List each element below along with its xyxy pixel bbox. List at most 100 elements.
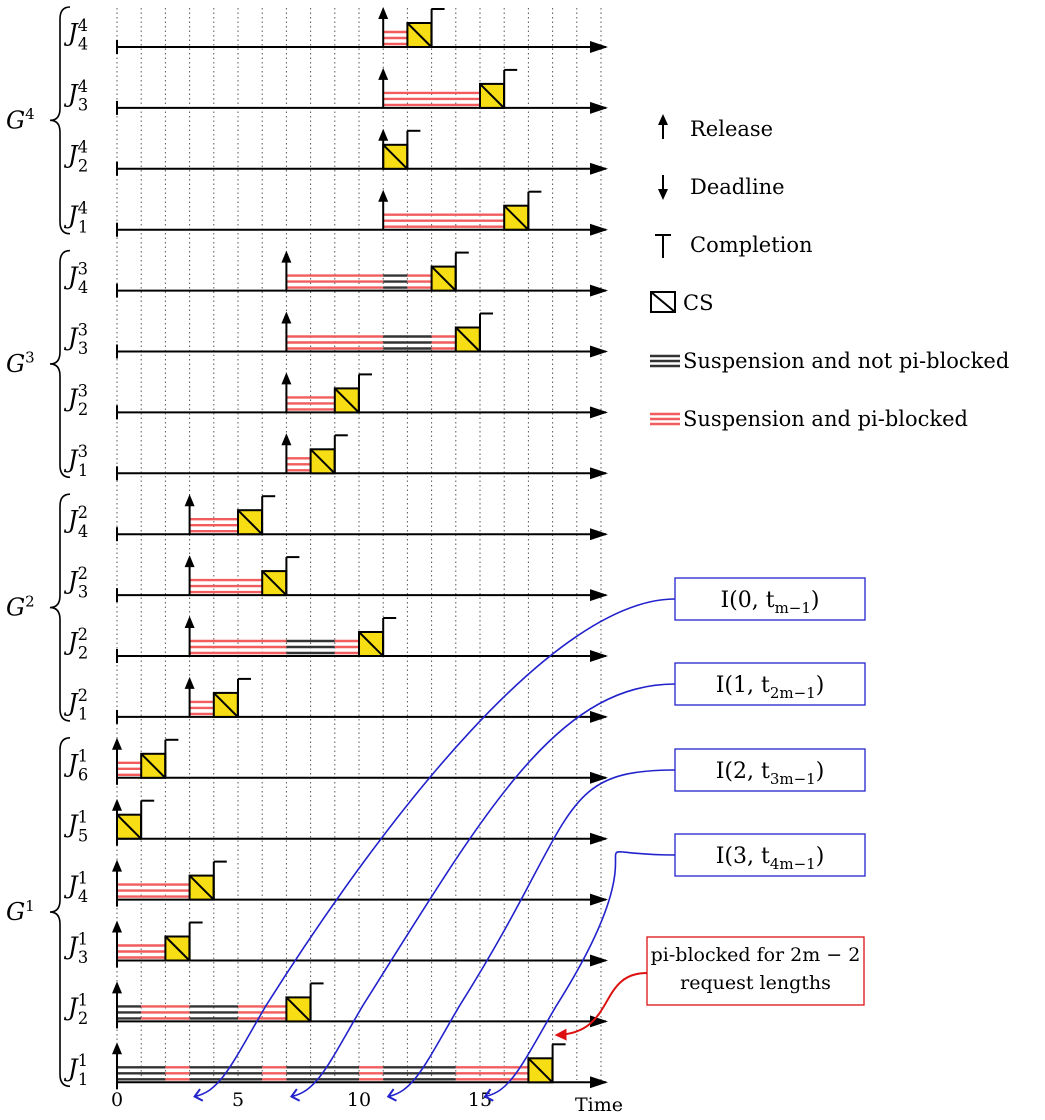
- completion-mark: [454, 251, 469, 291]
- job-label: J2 1: [63, 686, 88, 724]
- legend-label: Release: [690, 117, 773, 141]
- job-label: J1 6: [63, 747, 88, 785]
- pi-blocked-suspension: [189, 700, 214, 716]
- release-arrow: [112, 859, 122, 900]
- group-braces: G4 G3 G2 G1: [6, 6, 71, 1088]
- pi-blocked-suspension: [383, 91, 480, 107]
- legend-item-not-pi-blocked: Suspension and not pi-blocked: [650, 349, 1009, 373]
- pi-blocked-note: pi-blocked for 2m − 2 request lengths: [554, 936, 865, 1041]
- tick-label: 0: [111, 1089, 123, 1111]
- legend-label: Deadline: [690, 175, 785, 199]
- job-label: J2 2: [63, 625, 88, 663]
- pi-blocked-suspension: [189, 639, 287, 655]
- pi-blocked-suspension: [383, 213, 505, 228]
- annotation-label: I(1, t2m−1): [716, 673, 825, 702]
- pi-blocked-suspension: [189, 518, 238, 533]
- annotation-box: [674, 833, 866, 877]
- legend-label: Suspension and not pi-blocked: [683, 349, 1009, 373]
- completion-mark: [358, 373, 372, 413]
- pi-blocked-suspension: [117, 883, 190, 898]
- job-label: J4 1: [63, 199, 88, 237]
- pi-blocked-suspension: [383, 30, 408, 46]
- job-label: J1 4: [63, 869, 88, 907]
- job-label: J1 3: [63, 929, 88, 967]
- not-pi-blocked-suspension: [383, 274, 408, 289]
- cs-box: [503, 204, 530, 231]
- tick-label: 5: [232, 1089, 244, 1111]
- cs-box: [164, 935, 191, 962]
- job-label: J2 4: [63, 503, 88, 541]
- completion-mark: [237, 677, 251, 717]
- completion-mark: [430, 8, 445, 47]
- release-arrow: [112, 920, 122, 961]
- job-row: J2 3: [63, 555, 608, 603]
- release-arrow: [112, 798, 122, 839]
- completion-mark: [382, 617, 397, 656]
- annotation-box: [674, 748, 866, 792]
- legend-item-deadline: Deadline: [658, 175, 785, 200]
- job-label: J4 2: [63, 138, 88, 176]
- group-brace: [49, 493, 71, 722]
- pi-blocked-suspension: [117, 761, 142, 776]
- annotation-box: [674, 662, 866, 706]
- group-brace: [49, 737, 71, 1088]
- job-row: J1 4: [63, 859, 608, 907]
- job-label: J1 2: [63, 990, 88, 1028]
- job-row: J2 1: [63, 676, 608, 724]
- pi-blocked-suspension: [334, 639, 359, 655]
- legend-item-release: Release: [658, 114, 773, 141]
- pi-blocked-suspension: [262, 1066, 287, 1081]
- pi-blocked-suspension: [286, 457, 311, 472]
- job-label: J1 5: [63, 808, 88, 846]
- job-row: J4 3: [63, 67, 608, 115]
- pi-blocked-suspension: [286, 396, 335, 411]
- completion-mark: [551, 1043, 566, 1083]
- completion-mark: [212, 860, 227, 900]
- tick-label: 10: [347, 1089, 371, 1111]
- tick-label: 15: [468, 1089, 492, 1111]
- cs-box: [237, 509, 263, 536]
- completion-mark: [285, 556, 300, 596]
- interference-annotation: I(2, t3m−1): [386, 748, 866, 1102]
- cs-box: [454, 326, 481, 353]
- legend-label: Suspension and pi-blocked: [683, 407, 968, 431]
- note-box: [646, 936, 865, 1006]
- release-arrow: [112, 737, 122, 778]
- release-arrow: [378, 67, 389, 108]
- not-pi-blocked-suspension: [189, 1005, 238, 1020]
- job-label: J4 3: [63, 77, 88, 115]
- annotation-box: [674, 577, 866, 621]
- release-arrow: [378, 128, 389, 169]
- cs-box: [212, 691, 239, 718]
- annotation-label: I(2, t3m−1): [716, 759, 825, 788]
- release-arrow: [184, 676, 195, 717]
- job-row: J3 2: [63, 372, 608, 420]
- job-row: J2 2: [63, 616, 608, 663]
- annotation-curve: [483, 850, 676, 1102]
- grid-lines: [116, 8, 602, 1080]
- legend-label: Completion: [690, 233, 813, 257]
- not-pi-blocked-suspension: [383, 335, 432, 350]
- annotation-curve: [289, 683, 676, 1102]
- release-arrow: [281, 433, 292, 474]
- not-pi-blocked-suspension: [117, 1066, 166, 1081]
- release-arrow: [112, 981, 122, 1022]
- completion-mark: [333, 434, 348, 474]
- pi-blocked-suspension: [141, 1005, 190, 1020]
- completion-mark: [309, 982, 324, 1022]
- job-row: J1 6: [63, 737, 608, 785]
- job-row: J1 3: [63, 920, 608, 968]
- legend-label: CS: [683, 291, 713, 315]
- annotation-label: I(3, t4m−1): [716, 844, 825, 873]
- pi-blocked-suspension: [189, 578, 263, 594]
- note-arrow: [554, 972, 648, 1041]
- job-row: J1 1: [63, 1042, 608, 1090]
- release-arrow: [112, 1042, 122, 1083]
- job-row: J3 1: [63, 433, 608, 481]
- job-rows: J4 4 J4 3 J4 2 J4 1 J3 4 J3 3 J3 2 J3 1 J2 4 J2 3 J2 2 J2 1 J1 6 J…: [63, 7, 608, 1090]
- job-label: J1 1: [63, 1051, 88, 1089]
- time-axis: 0 5 10 15 Time: [111, 1089, 623, 1116]
- pi-blocked-suspension: [165, 1066, 190, 1081]
- job-row: J4 1: [63, 189, 608, 237]
- pi-blocked-suspension: [286, 274, 384, 289]
